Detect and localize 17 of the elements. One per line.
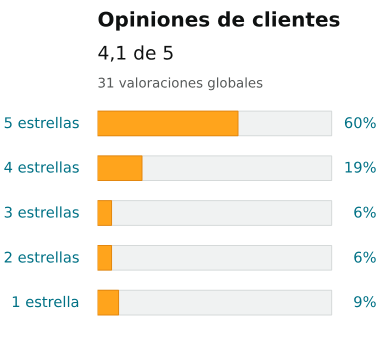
text: 31 valoraciones globales — [98, 76, 264, 92]
data-label: 6% — [353, 249, 377, 266]
y-tick-label: 5 estrellas — [4, 114, 80, 132]
data-label: 6% — [353, 204, 377, 222]
data-label: 19% — [344, 160, 377, 177]
chart-subtitle: 4,1 de 5 — [98, 44, 174, 64]
bar — [98, 155, 142, 182]
y-tick-label: 2 estrellas — [4, 249, 80, 266]
data-label: 9% — [353, 294, 377, 312]
bar — [98, 200, 112, 226]
y-tick-label: 1 estrella — [11, 294, 80, 312]
bar — [98, 290, 120, 316]
bar — [98, 244, 112, 271]
chart-title: Opiniones de clientes — [98, 8, 340, 32]
data-label: 60% — [344, 114, 377, 132]
y-tick-label: 4 estrellas — [4, 160, 80, 177]
y-tick-label: 3 estrellas — [4, 204, 80, 222]
